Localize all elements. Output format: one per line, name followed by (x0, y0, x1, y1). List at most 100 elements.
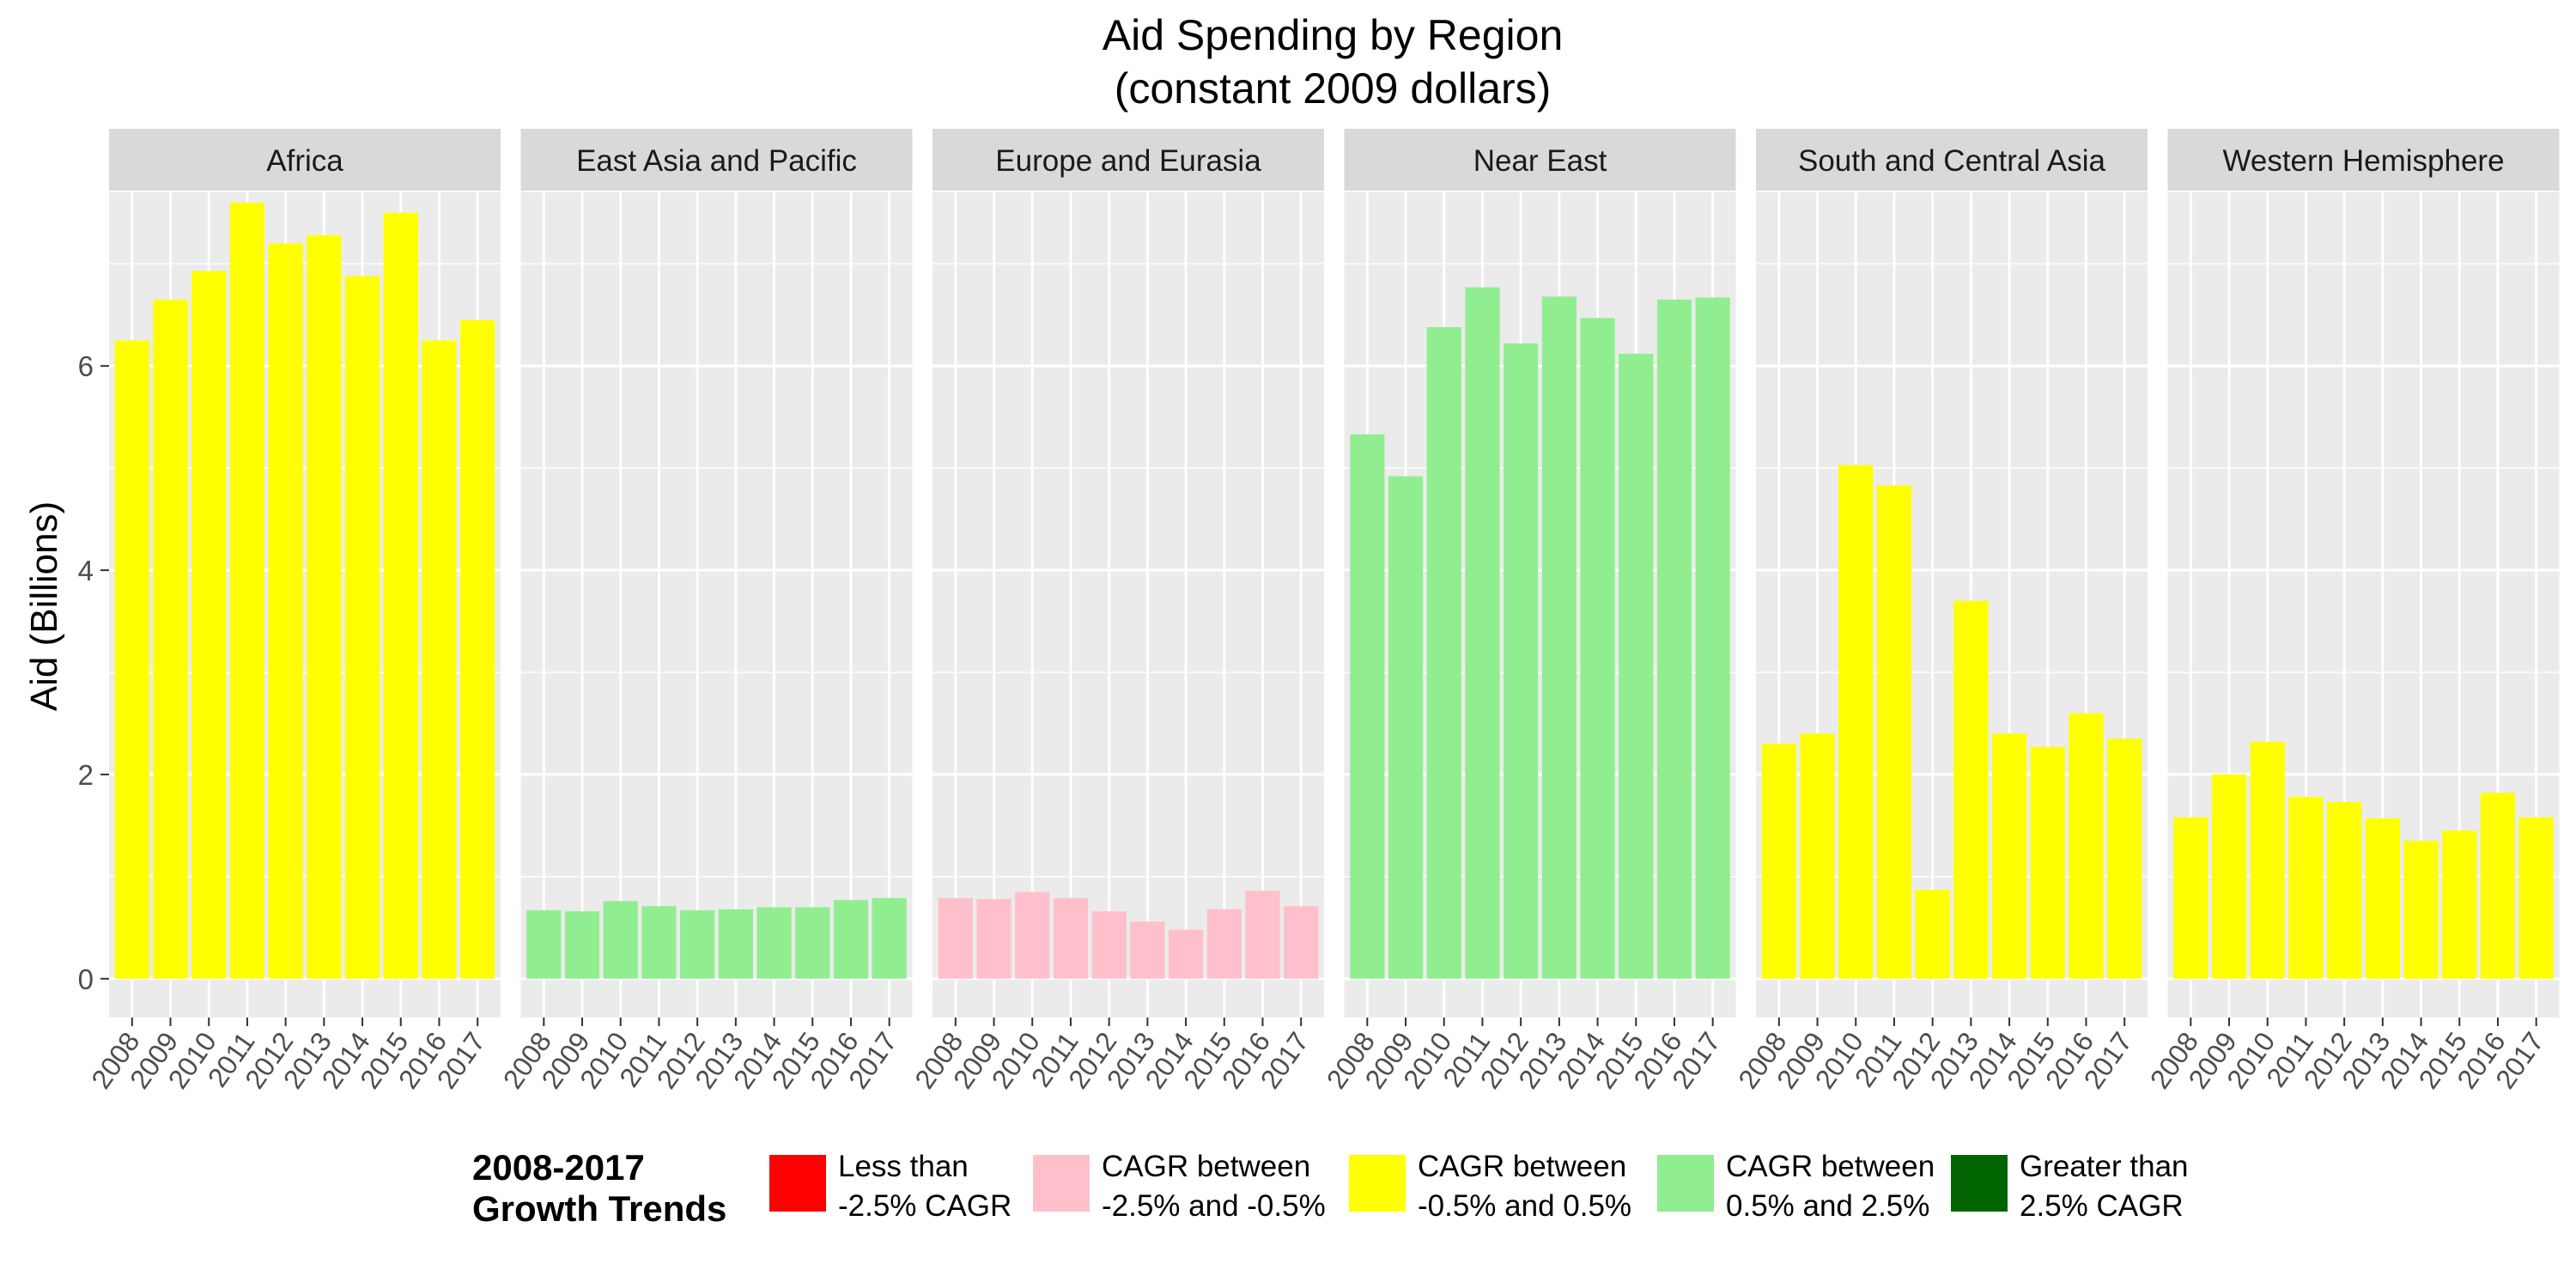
bar-south-and-central-asia-2010 (1838, 465, 1874, 979)
legend-label-line: Less than (838, 1150, 969, 1183)
bar-western-hemisphere-2017 (2518, 817, 2554, 979)
facet-panel: South and Central Asia200820092010201120… (1732, 129, 2148, 1094)
legend-label-line: -0.5% and 0.5% (1418, 1189, 1631, 1223)
bar-africa-2012 (268, 243, 303, 979)
y-tick-label: 6 (78, 350, 94, 382)
bar-europe-and-eurasia-2013 (1130, 921, 1165, 979)
bar-east-asia-and-pacific-2008 (526, 910, 562, 979)
bar-europe-and-eurasia-2014 (1168, 929, 1204, 979)
bar-east-asia-and-pacific-2011 (641, 906, 677, 979)
facet-strip-label: Africa (266, 144, 343, 178)
facet-strip (1756, 129, 2148, 191)
bar-africa-2015 (383, 212, 418, 979)
y-tick-label: 4 (78, 555, 94, 586)
bar-south-and-central-asia-2009 (1800, 733, 1835, 979)
bar-africa-2016 (422, 340, 457, 979)
bar-europe-and-eurasia-2017 (1284, 906, 1319, 979)
bar-africa-2009 (153, 299, 188, 979)
legend-label-line: 2.5% CAGR (2020, 1189, 2184, 1223)
facet-strip-label: Western Hemisphere (2222, 144, 2504, 178)
chart-title-line-2: (constant 2009 dollars) (1115, 64, 1552, 112)
legend-key (1033, 1155, 1090, 1212)
bar-western-hemisphere-2014 (2403, 841, 2439, 979)
y-axis: 0 2 4 6 (78, 350, 109, 995)
bar-europe-and-eurasia-2008 (938, 897, 973, 979)
bar-south-and-central-asia-2013 (1953, 600, 1989, 979)
facet-panels: Africa2008200920102011201220132014201520… (85, 129, 2560, 1094)
bar-near-east-2016 (1656, 299, 1692, 979)
legend-label-line: CAGR between (1102, 1150, 1310, 1183)
facet-strip (520, 129, 913, 191)
facet-strip-label: Europe and Eurasia (995, 144, 1261, 178)
bar-western-hemisphere-2008 (2173, 817, 2208, 979)
bar-western-hemisphere-2016 (2480, 793, 2516, 979)
legend-label-line: CAGR between (1726, 1150, 1935, 1183)
legend-label-line: -2.5% and -0.5% (1102, 1189, 1326, 1223)
legend-label-line: 0.5% and 2.5% (1726, 1189, 1929, 1223)
facet-panel: Africa2008200920102011201220132014201520… (85, 129, 501, 1094)
bar-africa-2013 (307, 234, 342, 979)
facet-strip-label: Near East (1473, 144, 1607, 178)
facet-strip-label: East Asia and Pacific (576, 144, 857, 178)
facet-strip (1344, 129, 1736, 191)
legend-label-line: Greater than (2020, 1150, 2189, 1183)
bar-western-hemisphere-2010 (2250, 741, 2285, 979)
legend-key (1951, 1155, 2008, 1212)
facet-panel: Western Hemisphere2008200920102011201220… (2144, 129, 2560, 1094)
bar-east-asia-and-pacific-2016 (833, 900, 869, 979)
legend-label-line: -2.5% CAGR (838, 1189, 1012, 1223)
bar-east-asia-and-pacific-2015 (795, 907, 830, 979)
bar-near-east-2009 (1388, 476, 1424, 979)
y-axis-label: Aid (Billions) (23, 501, 65, 712)
legend-key (1657, 1155, 1714, 1212)
bar-near-east-2017 (1695, 297, 1730, 979)
facet-strip (933, 129, 1324, 191)
bar-western-hemisphere-2012 (2327, 802, 2362, 979)
bar-europe-and-eurasia-2010 (1015, 891, 1050, 979)
facet-strip (109, 129, 501, 191)
bar-east-asia-and-pacific-2010 (603, 901, 638, 979)
bar-south-and-central-asia-2012 (1915, 890, 1950, 979)
facet-panel: Near East2008200920102011201220132014201… (1321, 129, 1736, 1094)
bar-near-east-2014 (1580, 318, 1615, 979)
bar-east-asia-and-pacific-2014 (756, 907, 792, 979)
bar-africa-2017 (460, 319, 495, 979)
chart-title-line-1: Aid Spending by Region (1103, 11, 1564, 59)
facet-panel: East Asia and Pacific2008200920102011201… (497, 129, 913, 1094)
bar-near-east-2013 (1541, 296, 1577, 979)
bar-east-asia-and-pacific-2013 (718, 908, 753, 979)
legend-entry: CAGR between 0.5% and 2.5% (1657, 1150, 1935, 1223)
bar-europe-and-eurasia-2011 (1053, 897, 1089, 979)
bar-europe-and-eurasia-2015 (1206, 908, 1242, 979)
bar-south-and-central-asia-2011 (1876, 485, 1912, 979)
bar-south-and-central-asia-2016 (2069, 713, 2104, 979)
bar-east-asia-and-pacific-2017 (872, 897, 907, 979)
bar-east-asia-and-pacific-2012 (680, 910, 715, 979)
bar-south-and-central-asia-2014 (1991, 733, 2027, 979)
facet-strip-label: South and Central Asia (1798, 144, 2106, 178)
bar-africa-2010 (191, 270, 227, 979)
bar-south-and-central-asia-2008 (1761, 744, 1796, 979)
bar-africa-2008 (114, 340, 149, 979)
bar-africa-2011 (229, 202, 265, 979)
bar-western-hemisphere-2011 (2288, 797, 2324, 979)
bar-south-and-central-asia-2017 (2107, 738, 2142, 979)
bar-near-east-2015 (1619, 353, 1654, 979)
legend-entry: CAGR between -2.5% and -0.5% (1033, 1150, 1326, 1223)
bar-western-hemisphere-2013 (2365, 818, 2400, 979)
legend-entry: CAGR between -0.5% and 0.5% (1349, 1150, 1631, 1223)
facet-strip (2167, 129, 2560, 191)
bar-western-hemisphere-2015 (2442, 830, 2477, 979)
legend-title-line: Growth Trends (472, 1188, 726, 1229)
panel-background (933, 192, 1324, 1018)
bar-europe-and-eurasia-2016 (1245, 890, 1280, 979)
bar-east-asia-and-pacific-2009 (564, 911, 600, 979)
bar-europe-and-eurasia-2012 (1091, 911, 1127, 979)
bar-near-east-2008 (1350, 434, 1385, 979)
bar-near-east-2010 (1426, 326, 1461, 979)
y-tick-label: 2 (78, 759, 94, 791)
bar-europe-and-eurasia-2009 (976, 899, 1012, 979)
bar-africa-2014 (344, 276, 380, 979)
